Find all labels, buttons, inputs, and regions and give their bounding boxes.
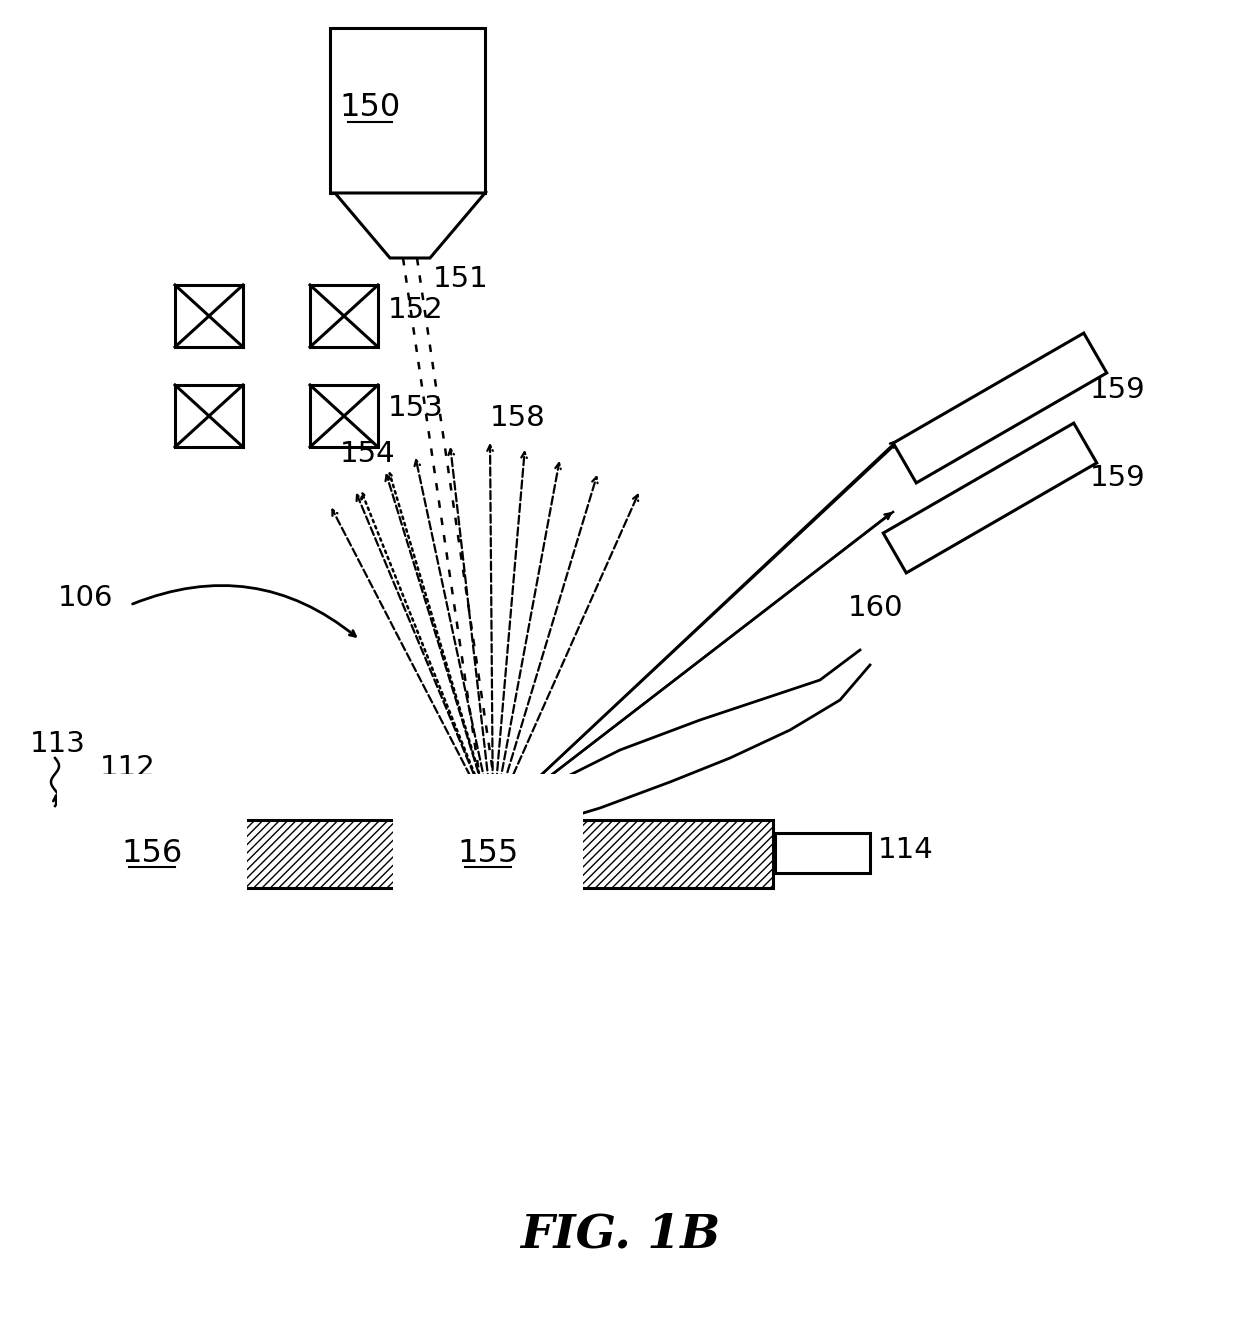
Bar	[78, 819, 773, 888]
Polygon shape	[335, 194, 485, 259]
Bar	[310, 285, 378, 347]
Text: 156: 156	[122, 838, 182, 869]
Text: 151: 151	[433, 265, 489, 293]
Bar	[330, 28, 485, 194]
Text: 150: 150	[340, 93, 401, 123]
Text: 154: 154	[340, 440, 396, 468]
Text: 112: 112	[100, 754, 156, 782]
Text: 159: 159	[1090, 464, 1146, 492]
Bar	[175, 385, 243, 447]
Text: 160: 160	[848, 594, 904, 622]
Text: 158: 158	[490, 404, 546, 432]
Text: 113: 113	[30, 731, 86, 758]
Bar	[775, 833, 870, 873]
Polygon shape	[883, 423, 1096, 573]
Polygon shape	[893, 333, 1107, 483]
Text: 159: 159	[1090, 377, 1146, 404]
Bar	[310, 385, 378, 447]
Text: 152: 152	[388, 296, 444, 324]
Bar	[81, 790, 188, 819]
Text: 106: 106	[58, 583, 114, 613]
Text: FIG. 1B: FIG. 1B	[520, 1212, 720, 1258]
Text: 153: 153	[388, 394, 444, 422]
Bar	[175, 285, 243, 347]
Text: 155: 155	[458, 838, 518, 869]
Text: 114: 114	[878, 835, 934, 865]
